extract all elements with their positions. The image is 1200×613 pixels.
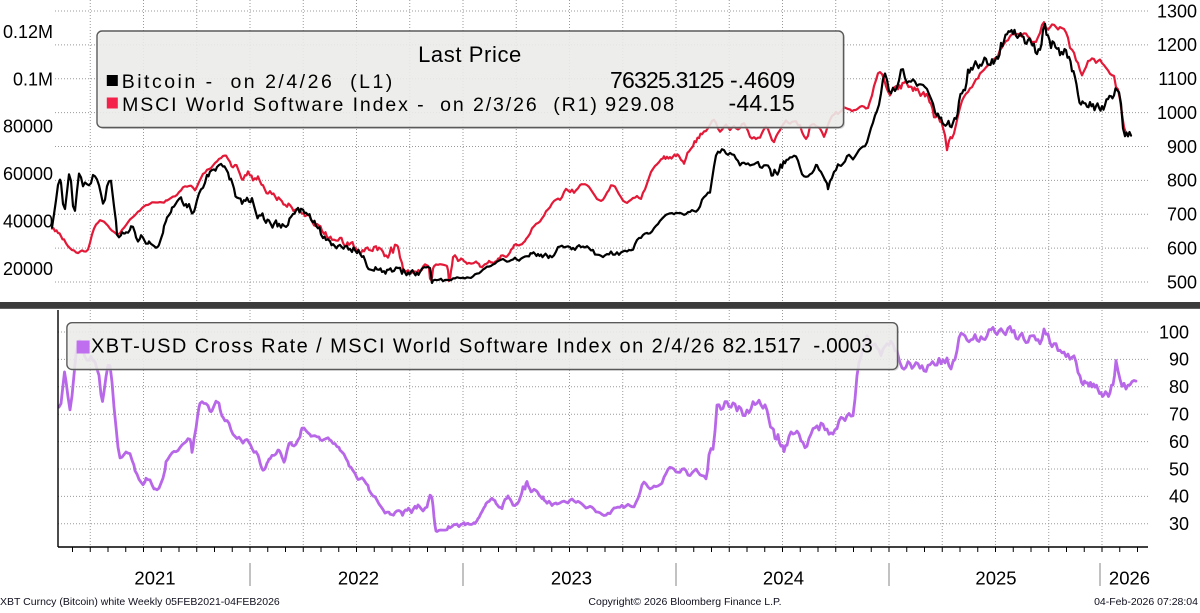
svg-text:1300: 1300 xyxy=(1157,1,1197,21)
svg-text:60000: 60000 xyxy=(3,164,53,184)
svg-text:2025: 2025 xyxy=(975,568,1016,589)
svg-text:80000: 80000 xyxy=(3,117,53,137)
svg-text:1100: 1100 xyxy=(1158,69,1197,89)
svg-text:2021: 2021 xyxy=(134,568,175,589)
svg-text:2022: 2022 xyxy=(338,568,379,589)
svg-text:2024: 2024 xyxy=(763,568,804,589)
svg-text:600: 600 xyxy=(1167,238,1197,258)
svg-text:2023: 2023 xyxy=(551,568,592,589)
svg-text:700: 700 xyxy=(1167,205,1197,225)
svg-text:40000: 40000 xyxy=(3,211,53,231)
svg-text:800: 800 xyxy=(1167,171,1197,191)
svg-text:XBT Curncy (Bitcoin) white Wee: XBT Curncy (Bitcoin) white Weekly 05FEB2… xyxy=(0,596,280,608)
svg-text:MSCI World Software Index - o: MSCI World Software Index - on 2/3/26 (R… xyxy=(122,94,599,116)
svg-text:70: 70 xyxy=(1169,405,1189,425)
svg-text:30: 30 xyxy=(1169,514,1189,534)
svg-text:90: 90 xyxy=(1169,350,1189,370)
svg-text:76325.3125: 76325.3125 xyxy=(610,67,724,93)
svg-text:04-Feb-2026 07:28:04: 04-Feb-2026 07:28:04 xyxy=(1094,596,1198,608)
svg-text:Copyright© 2026 Bloomberg Fina: Copyright© 2026 Bloomberg Finance L.P. xyxy=(588,596,781,608)
svg-text:1000: 1000 xyxy=(1157,103,1197,123)
svg-text:500: 500 xyxy=(1167,272,1197,292)
svg-text:60: 60 xyxy=(1169,432,1189,452)
svg-text:82.1517: 82.1517 xyxy=(723,335,802,358)
svg-text:929.08: 929.08 xyxy=(605,94,676,116)
svg-text:80: 80 xyxy=(1169,377,1189,397)
svg-text:1200: 1200 xyxy=(1157,35,1197,55)
svg-text:100: 100 xyxy=(1159,322,1189,342)
svg-text:Bitcoin - on 2/4/26 (L1): Bitcoin - on 2/4/26 (L1) xyxy=(122,71,395,93)
svg-text:-.4609: -.4609 xyxy=(730,67,795,93)
svg-text:0.12M: 0.12M xyxy=(3,22,53,42)
svg-text:XBT-USD Cross Rate / MSCI Worl: XBT-USD Cross Rate / MSCI World Software… xyxy=(91,336,716,358)
svg-text:20000: 20000 xyxy=(3,259,53,279)
svg-text:-44.15: -44.15 xyxy=(729,90,795,116)
svg-text:900: 900 xyxy=(1167,137,1197,157)
svg-text:40: 40 xyxy=(1169,487,1189,507)
svg-text:-.0003: -.0003 xyxy=(813,335,873,358)
svg-text:0.1M: 0.1M xyxy=(13,69,53,89)
svg-text:50: 50 xyxy=(1169,459,1189,479)
svg-text:2026: 2026 xyxy=(1109,568,1150,589)
svg-text:Last Price: Last Price xyxy=(418,42,522,67)
